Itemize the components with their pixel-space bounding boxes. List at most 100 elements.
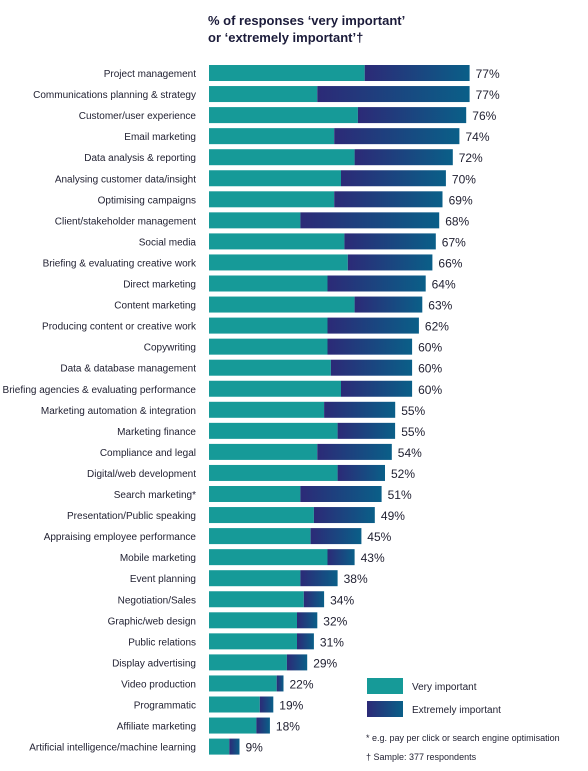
category-label: Analysing customer data/insight: [55, 174, 196, 185]
bar-extremely-important: [310, 528, 362, 545]
value-label: 29%: [313, 656, 337, 670]
footnote-search: * e.g. pay per click or search engine op…: [366, 733, 560, 743]
value-label: 18%: [276, 720, 300, 734]
bar-very-important: [209, 170, 341, 187]
value-label: 43%: [361, 551, 385, 565]
category-label: Marketing finance: [117, 427, 196, 438]
category-label: Artificial intelligence/machine learning: [29, 743, 196, 754]
bar-very-important: [209, 612, 297, 629]
legend-swatch-extremely-important: [367, 701, 403, 717]
bar-extremely-important: [327, 338, 413, 355]
bar-very-important: [209, 401, 325, 418]
category-label: Mobile marketing: [120, 553, 196, 564]
value-label: 64%: [432, 278, 456, 292]
value-label: 38%: [344, 572, 368, 586]
value-label: 67%: [442, 235, 466, 249]
bar-very-important: [209, 443, 318, 460]
category-label: Programmatic: [134, 701, 196, 712]
value-label: 9%: [246, 741, 264, 755]
bar-very-important: [209, 507, 314, 524]
bar-extremely-important: [300, 570, 338, 587]
bar-extremely-important: [341, 380, 413, 397]
value-label: 60%: [418, 341, 442, 355]
category-label: Negotiation/Sales: [118, 595, 196, 606]
chart-title-line-1: % of responses ‘very important’: [208, 13, 406, 28]
value-label: 69%: [449, 193, 473, 207]
category-label: Appraising employee performance: [44, 532, 197, 543]
value-label: 45%: [367, 530, 391, 544]
bar-very-important: [209, 296, 355, 313]
bar-extremely-important: [256, 717, 270, 734]
bar-very-important: [209, 317, 328, 334]
bar-extremely-important: [300, 486, 382, 502]
bar-extremely-important: [300, 212, 440, 229]
category-label: Graphic/web design: [108, 616, 196, 627]
bar-extremely-important: [330, 359, 413, 376]
bar-very-important: [209, 359, 331, 376]
bar-very-important: [209, 149, 355, 166]
category-label: Display advertising: [112, 658, 196, 669]
category-label: Briefing & evaluating creative work: [43, 258, 197, 269]
bar-extremely-important: [337, 464, 385, 481]
bar-extremely-important: [229, 738, 240, 755]
value-label: 72%: [459, 151, 483, 165]
category-label: Data analysis & reporting: [84, 153, 196, 164]
category-label: Direct marketing: [123, 280, 196, 291]
category-label: Search marketing*: [114, 490, 196, 501]
value-label: 63%: [428, 299, 452, 313]
value-label: 22%: [290, 677, 314, 691]
legend-label-very-important: Very important: [412, 682, 477, 693]
bar-very-important: [209, 549, 328, 566]
value-label: 52%: [391, 467, 415, 481]
bars-group: Project management 77% Communications plan…: [3, 65, 500, 755]
value-label: 66%: [438, 256, 462, 270]
value-label: 51%: [388, 488, 412, 502]
bar-extremely-important: [364, 65, 470, 81]
category-label: Affiliate marketing: [117, 722, 196, 733]
value-label: 60%: [418, 362, 442, 376]
value-label: 49%: [381, 509, 405, 523]
value-label: 54%: [398, 446, 422, 460]
value-label: 74%: [466, 130, 490, 144]
value-label: 76%: [472, 109, 496, 123]
bar-very-important: [209, 738, 230, 755]
category-label: Client/stakeholder management: [55, 216, 196, 227]
bar-extremely-important: [259, 696, 274, 713]
bar-extremely-important: [317, 86, 470, 103]
category-label: Optimising campaigns: [98, 195, 196, 206]
legend-label-extremely-important: Extremely important: [412, 705, 501, 716]
bar-extremely-important: [354, 296, 423, 313]
legend-swatch-very-important: [367, 678, 403, 694]
bar-extremely-important: [297, 633, 314, 650]
bar-extremely-important: [334, 128, 460, 145]
bar-very-important: [209, 528, 311, 545]
category-label: Copywriting: [144, 343, 196, 354]
bar-extremely-important: [334, 191, 443, 208]
bar-extremely-important: [286, 654, 308, 671]
value-label: 34%: [330, 593, 354, 607]
value-label: 70%: [452, 172, 476, 186]
bar-extremely-important: [344, 233, 436, 250]
category-label: Project management: [104, 69, 196, 80]
category-label: Compliance and legal: [100, 448, 196, 459]
bar-very-important: [209, 633, 297, 650]
bar-very-important: [209, 65, 365, 81]
bar-extremely-important: [327, 275, 426, 292]
value-label: 55%: [401, 404, 425, 418]
bar-very-important: [209, 654, 287, 671]
value-label: 60%: [418, 383, 442, 397]
bar-extremely-important: [327, 317, 419, 334]
chart-title: % of responses ‘very important’ or ‘extr…: [208, 12, 508, 46]
category-label: Presentation/Public speaking: [67, 511, 196, 522]
category-label: Briefing agencies & evaluating performan…: [3, 385, 197, 396]
bar-very-important: [209, 422, 338, 439]
bar-very-important: [209, 275, 328, 292]
category-label: Event planning: [130, 574, 196, 585]
bar-extremely-important: [276, 675, 284, 692]
value-label: 77%: [476, 88, 500, 102]
bar-very-important: [209, 570, 301, 587]
bar-very-important: [209, 128, 335, 145]
bar-very-important: [209, 212, 301, 229]
bar-very-important: [209, 254, 348, 271]
